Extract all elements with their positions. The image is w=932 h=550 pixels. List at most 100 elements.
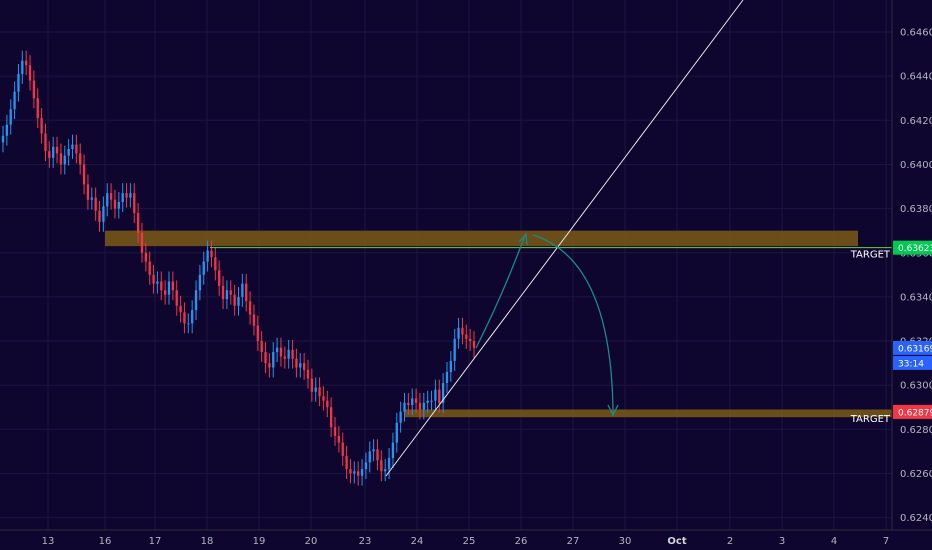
candle-body xyxy=(299,363,302,368)
candle-body xyxy=(384,469,387,472)
candle-body xyxy=(360,469,364,476)
candle-body xyxy=(441,382,445,403)
countdown-tag-bg xyxy=(893,355,932,370)
candle-body xyxy=(345,455,348,470)
candle-body xyxy=(395,422,398,443)
candle-body xyxy=(25,60,28,66)
candle-body xyxy=(399,411,402,423)
candle-body xyxy=(256,325,259,342)
candle-body xyxy=(75,144,78,154)
time-tick-label: 27 xyxy=(567,536,580,547)
candle-body xyxy=(48,151,51,158)
candle-body xyxy=(391,442,395,459)
candle-body xyxy=(5,124,9,136)
candle-body xyxy=(171,281,175,291)
candle-body xyxy=(333,427,337,436)
candle-body xyxy=(275,347,279,353)
target-upper-label: TARGET xyxy=(850,250,891,261)
candle-body xyxy=(387,458,391,470)
time-tick-label: 7 xyxy=(883,536,889,547)
candle-body xyxy=(98,210,101,222)
candle-body xyxy=(125,193,128,198)
candle-body xyxy=(279,347,283,357)
candle-body xyxy=(71,144,74,149)
candle-body xyxy=(248,301,252,315)
candle-body xyxy=(380,460,383,472)
candle-body xyxy=(438,389,441,403)
candle-body xyxy=(13,91,16,110)
up-projection-arrow[interactable] xyxy=(475,234,526,349)
candle-body xyxy=(117,201,120,209)
candle-body xyxy=(295,358,298,368)
grid xyxy=(0,0,892,530)
candle-body xyxy=(418,402,422,410)
candle-body xyxy=(67,148,70,156)
down-arrowhead xyxy=(607,404,619,417)
candle-body xyxy=(202,261,205,275)
candle-body xyxy=(140,232,144,253)
current-price-tag: 0.63169 xyxy=(898,344,932,354)
candle-body xyxy=(152,274,155,284)
candle-body xyxy=(229,290,232,295)
candle-body xyxy=(106,193,109,207)
candle-body xyxy=(21,60,24,74)
candle-body xyxy=(407,402,410,406)
target-lower-label: TARGET xyxy=(850,414,891,425)
time-axis[interactable]: 13 16 17 18 19 20 23 24 25 26 27 30 Oct 2 3 4 7 xyxy=(42,536,890,547)
candle-body xyxy=(28,65,32,81)
candle-body xyxy=(32,80,36,99)
candle-body xyxy=(86,184,90,200)
candle-body xyxy=(44,133,47,152)
countdown-tag: 33:14 xyxy=(898,359,924,369)
upper-target-price-tag: 0.63623 xyxy=(898,244,932,254)
candle-body xyxy=(218,270,221,286)
candle-body xyxy=(136,213,140,233)
candle-body xyxy=(287,349,290,359)
candle-body xyxy=(241,283,244,297)
candle-body xyxy=(233,294,236,306)
candle-body xyxy=(472,341,476,348)
zones xyxy=(105,230,892,418)
candle-body xyxy=(426,400,429,403)
drawings[interactable] xyxy=(210,0,892,477)
time-tick-label: Oct xyxy=(667,536,686,547)
candle-body xyxy=(144,252,148,262)
candle-body xyxy=(468,338,472,342)
time-tick-label: 2 xyxy=(727,536,733,547)
candle-body xyxy=(322,396,325,401)
time-tick-label: 13 xyxy=(42,536,55,547)
candle-body xyxy=(364,462,368,470)
candle-body xyxy=(411,398,414,406)
candle-body xyxy=(302,363,306,370)
candle-body xyxy=(268,363,271,368)
time-tick-label: 26 xyxy=(515,536,528,547)
down-projection-arrow[interactable] xyxy=(532,234,614,415)
candle-body xyxy=(314,387,317,392)
support-zone xyxy=(405,409,892,418)
time-tick-label: 4 xyxy=(831,536,837,547)
time-tick-label: 30 xyxy=(619,536,632,547)
labels: TARGET TARGET 0.63623 0.63169 33:14 0.62879 xyxy=(850,240,932,425)
lower-target-price-tag: 0.62879 xyxy=(898,408,932,418)
candle-body xyxy=(121,193,124,202)
candle-body xyxy=(206,250,209,262)
price-tick-label: 0.62400 xyxy=(900,513,932,524)
time-tick-label: 24 xyxy=(411,536,424,547)
lower-target-price-tag-bg xyxy=(893,404,932,419)
candle-body xyxy=(163,290,167,295)
time-tick-label: 16 xyxy=(99,536,112,547)
candle-body xyxy=(430,400,433,402)
candle-body xyxy=(187,323,190,325)
time-tick-label: 19 xyxy=(253,536,266,547)
candle-body xyxy=(237,296,240,306)
trendline[interactable] xyxy=(385,0,744,477)
candle-body xyxy=(341,442,344,456)
